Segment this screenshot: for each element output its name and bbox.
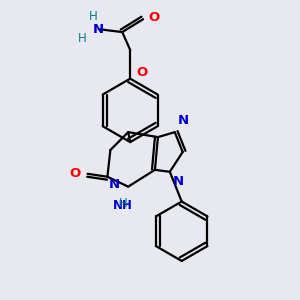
Text: N: N (109, 178, 120, 191)
Text: O: O (136, 66, 147, 79)
Text: H: H (89, 10, 98, 23)
Text: N: N (173, 175, 184, 188)
Text: H: H (78, 32, 87, 44)
Text: O: O (148, 11, 159, 24)
Text: NH: NH (113, 199, 133, 212)
Text: N: N (178, 114, 189, 127)
Text: H: H (119, 196, 128, 210)
Text: N: N (93, 22, 104, 36)
Text: O: O (69, 167, 81, 180)
